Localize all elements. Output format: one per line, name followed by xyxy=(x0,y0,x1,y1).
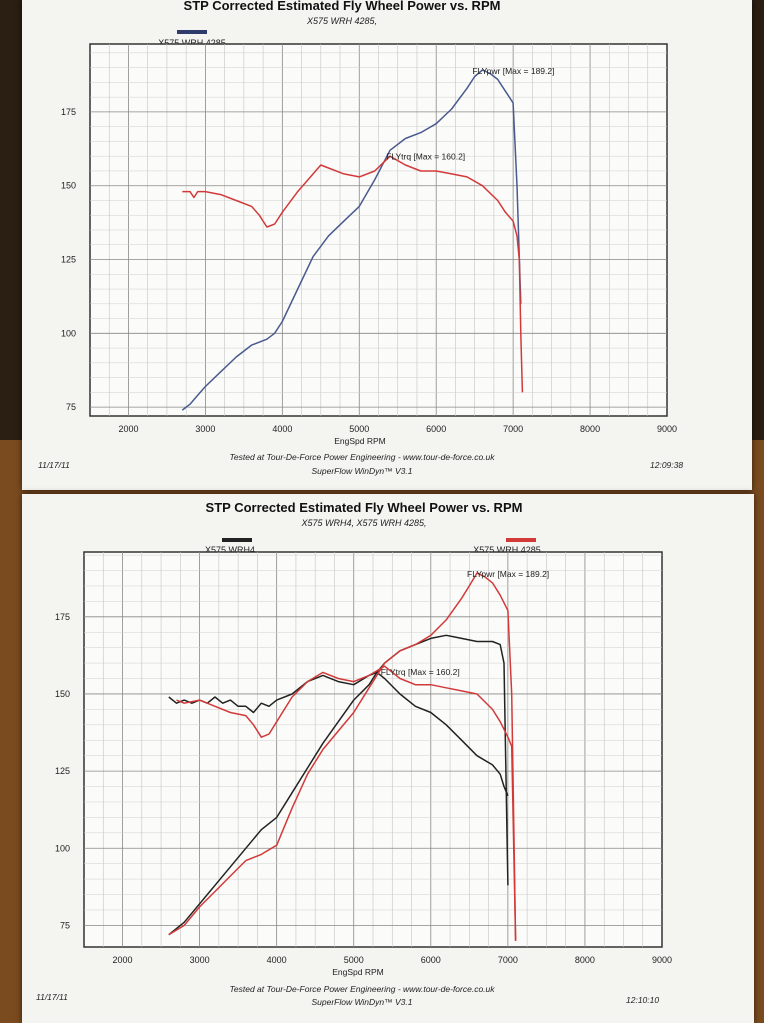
x-tick-label: 6000 xyxy=(426,424,446,434)
legend-label-1: X575 WRH 4285 xyxy=(473,545,541,555)
y-tick-label: 175 xyxy=(61,107,76,117)
x-tick-label: 8000 xyxy=(575,955,595,965)
chart-subtitle: X575 WRH4, X575 WRH 4285, xyxy=(300,518,426,528)
y-tick-label: 150 xyxy=(61,181,76,191)
footer-tested: Tested at Tour-De-Force Power Engineerin… xyxy=(229,452,495,462)
footer-date: 11/17/11 xyxy=(36,992,68,1002)
series-line-power-0 xyxy=(181,69,522,411)
x-axis-label: EngSpd RPM xyxy=(332,967,384,977)
legend-swatch-0 xyxy=(222,538,252,542)
dyno-printout-2: STP Corrected Estimated Fly Wheel Power … xyxy=(22,494,754,1023)
x-tick-label: 2000 xyxy=(113,955,133,965)
chart-title: STP Corrected Estimated Fly Wheel Power … xyxy=(184,0,501,13)
y-tick-label: 150 xyxy=(55,689,70,699)
x-tick-label: 9000 xyxy=(657,424,677,434)
series-line-power-2 xyxy=(168,572,517,941)
x-axis-label: EngSpd RPM xyxy=(334,436,386,446)
x-tick-label: 5000 xyxy=(344,955,364,965)
footer-tested: Tested at Tour-De-Force Power Engineerin… xyxy=(229,984,495,994)
x-tick-label: 4000 xyxy=(272,424,292,434)
x-tick-label: 4000 xyxy=(267,955,287,965)
chart-2: STP Corrected Estimated Fly Wheel Power … xyxy=(36,500,672,1007)
y-tick-label: 100 xyxy=(61,328,76,338)
legend: X575 WRH 4285 xyxy=(158,30,226,48)
annotation-torque-max: FLYtrq [Max = 160.2] xyxy=(381,667,460,677)
x-tick-label: 6000 xyxy=(421,955,441,965)
legend-swatch-0 xyxy=(177,30,207,34)
footer-time: 12:10:10 xyxy=(626,995,659,1005)
dyno-printout-1: STP Corrected Estimated Fly Wheel Power … xyxy=(22,0,752,490)
x-tick-label: 7000 xyxy=(498,955,518,965)
annotation-power-max: FLYpwr [Max = 189.2] xyxy=(467,569,549,579)
y-tick-label: 125 xyxy=(61,255,76,265)
series-line-torque-3 xyxy=(176,665,517,941)
x-tick-label: 7000 xyxy=(503,424,523,434)
footer-time: 12:09:38 xyxy=(650,460,683,470)
x-tick-label: 3000 xyxy=(195,424,215,434)
annotation-power-max: FLYpwr [Max = 189.2] xyxy=(472,66,554,76)
chart-subtitle: X575 WRH 4285, xyxy=(306,16,377,26)
legend-swatch-1 xyxy=(506,538,536,542)
footer-software: SuperFlow WinDyn™ V3.1 xyxy=(311,997,412,1007)
legend: X575 WRH4 X575 WRH 4285 xyxy=(205,538,541,555)
legend-label-0: X575 WRH4 xyxy=(205,545,255,555)
y-tick-label: 100 xyxy=(55,843,70,853)
x-tick-label: 3000 xyxy=(190,955,210,965)
y-tick-label: 75 xyxy=(66,402,76,412)
series-line-torque-1 xyxy=(182,155,524,393)
x-tick-label: 5000 xyxy=(349,424,369,434)
x-tick-label: 2000 xyxy=(118,424,138,434)
series-line-power-0 xyxy=(168,634,509,936)
x-tick-label: 9000 xyxy=(652,955,672,965)
y-tick-label: 175 xyxy=(55,612,70,622)
footer-date: 11/17/11 xyxy=(38,460,70,470)
chart-title: STP Corrected Estimated Fly Wheel Power … xyxy=(206,500,523,515)
y-tick-label: 125 xyxy=(55,766,70,776)
x-tick-label: 8000 xyxy=(580,424,600,434)
chart-1: STP Corrected Estimated Fly Wheel Power … xyxy=(38,0,683,476)
y-tick-label: 75 xyxy=(60,920,70,930)
footer-software: SuperFlow WinDyn™ V3.1 xyxy=(311,466,412,476)
legend-label-0: X575 WRH 4285 xyxy=(158,38,226,48)
annotation-torque-max: FLYtrq [Max = 160.2] xyxy=(386,152,465,162)
